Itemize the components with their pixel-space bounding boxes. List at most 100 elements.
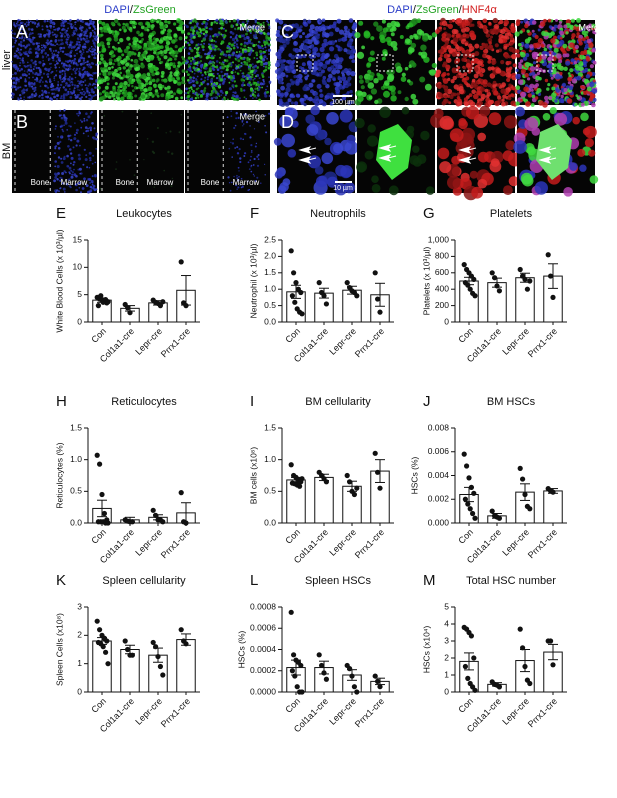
cell — [279, 92, 285, 97]
cell — [264, 46, 267, 49]
cell — [83, 34, 86, 37]
scale-label: 100 µm — [331, 99, 355, 106]
cell — [88, 82, 92, 86]
cell — [129, 20, 134, 25]
data-point — [377, 309, 383, 315]
cell — [252, 173, 255, 176]
cell — [210, 43, 214, 46]
cell — [563, 66, 568, 72]
cell — [257, 93, 260, 95]
cell — [87, 23, 90, 27]
cell — [164, 86, 168, 90]
cell — [200, 71, 202, 74]
data-point — [288, 248, 294, 254]
cell — [81, 26, 84, 29]
cell — [19, 19, 21, 22]
cell — [149, 68, 154, 74]
cell — [200, 43, 202, 46]
cell — [308, 55, 312, 58]
cell — [103, 62, 109, 67]
cell — [246, 74, 250, 78]
cell — [153, 186, 156, 188]
micrograph — [185, 110, 270, 193]
cell — [181, 69, 186, 73]
cell — [192, 89, 195, 93]
cell — [445, 57, 452, 63]
cell — [30, 59, 33, 62]
cell — [74, 76, 77, 79]
cell — [112, 85, 116, 90]
cell — [59, 43, 63, 46]
data-point — [125, 646, 131, 653]
cell — [254, 87, 257, 91]
cell — [73, 87, 76, 90]
x-tick-label: Prrx1-cre — [353, 527, 386, 560]
cell — [257, 121, 260, 123]
cell — [420, 130, 430, 141]
cell — [228, 49, 231, 53]
cell — [76, 52, 78, 55]
cell — [50, 66, 52, 69]
x-tick-label: Prrx1-cre — [353, 326, 386, 359]
cell — [401, 72, 406, 77]
cell — [242, 113, 246, 116]
cell — [442, 78, 449, 84]
y-tick-label: 1.0 — [264, 454, 276, 464]
cell — [262, 69, 266, 73]
cell — [291, 120, 299, 128]
cell — [30, 82, 34, 85]
cell — [60, 157, 63, 160]
cell — [503, 19, 509, 25]
cell — [523, 86, 529, 92]
cell — [49, 24, 53, 28]
cell — [322, 63, 328, 69]
cell — [28, 76, 31, 79]
cell — [89, 129, 92, 132]
y-tick-label: 0.008 — [428, 422, 450, 432]
cell — [231, 53, 234, 56]
cell — [68, 172, 71, 175]
cell — [191, 71, 194, 73]
cell — [156, 45, 161, 50]
cell — [119, 71, 122, 75]
cell — [462, 33, 467, 38]
cell — [70, 61, 73, 63]
cell — [518, 42, 522, 47]
cell — [530, 88, 534, 92]
cell — [222, 27, 225, 30]
cell — [326, 112, 339, 125]
cell — [27, 68, 31, 72]
cell — [31, 85, 34, 88]
cell — [30, 51, 33, 54]
cell — [89, 77, 93, 80]
cell — [322, 31, 327, 36]
cell — [81, 187, 85, 190]
cell — [551, 86, 556, 91]
cell — [79, 27, 82, 30]
cell — [244, 48, 247, 51]
cell — [258, 77, 261, 80]
cell — [95, 134, 98, 137]
cell — [62, 97, 66, 100]
cell — [61, 29, 63, 31]
cell — [517, 79, 524, 85]
cell — [410, 93, 417, 100]
cell — [80, 29, 83, 32]
cell — [553, 83, 558, 88]
cell — [77, 60, 80, 63]
cell — [298, 73, 302, 77]
cell — [248, 63, 252, 68]
cell — [104, 68, 109, 73]
cell — [531, 94, 536, 99]
cell — [474, 67, 479, 72]
cell — [21, 35, 24, 38]
cell — [59, 48, 62, 50]
cell — [322, 75, 327, 80]
cell — [278, 59, 284, 64]
merge-label: Merge — [578, 22, 604, 32]
x-tick-label: Con — [89, 326, 108, 345]
cell — [45, 56, 48, 58]
data-point — [517, 465, 523, 471]
cell — [91, 181, 94, 184]
cell — [379, 106, 391, 119]
